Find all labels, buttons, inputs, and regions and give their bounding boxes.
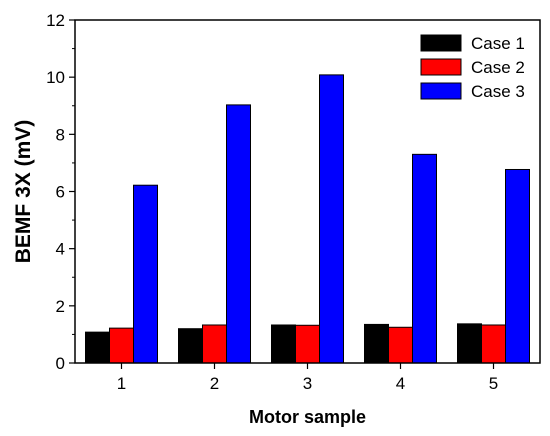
y-tick-label: 0: [56, 354, 65, 373]
bar-case-3-sample-4: [412, 153, 437, 364]
y-tick-label: 12: [46, 11, 65, 30]
legend-swatch: [420, 82, 462, 100]
bars-group: [85, 74, 530, 364]
x-axis: 1 2 3 4 5: [117, 363, 498, 393]
bar-case-1-sample-1: [85, 331, 110, 364]
x-tick-label: 5: [489, 374, 498, 393]
y-axis-title: BEMF 3X (mV): [12, 120, 35, 264]
bar-case-2-sample-4: [388, 326, 413, 364]
y-axis: 0 2 4 6 8 10 12: [46, 11, 75, 373]
bar-case-2-sample-1: [109, 327, 134, 364]
bar-case-1-sample-2: [178, 328, 203, 364]
legend-label: Case 1: [471, 34, 525, 53]
y-tick-label: 10: [46, 68, 65, 87]
x-axis-title: Motor sample: [249, 407, 366, 427]
bar-case-3-sample-3: [319, 74, 344, 364]
bar-case-2-sample-5: [481, 324, 506, 364]
x-tick-label: 4: [396, 374, 405, 393]
legend: Case 1 Case 2 Case 3: [420, 34, 525, 101]
bar-case-2-sample-3: [295, 324, 320, 364]
y-tick-label: 6: [56, 183, 65, 202]
bar-case-1-sample-4: [364, 323, 389, 364]
bar-case-1-sample-5: [457, 323, 482, 364]
legend-label: Case 3: [471, 82, 525, 101]
bar-case-3-sample-2: [226, 104, 251, 364]
legend-swatch: [420, 58, 462, 76]
bar-case-3-sample-1: [133, 184, 158, 364]
bar-case-3-sample-5: [505, 168, 530, 364]
y-tick-label: 8: [56, 125, 65, 144]
legend-label: Case 2: [471, 58, 525, 77]
bar-case-2-sample-2: [202, 324, 227, 364]
x-tick-label: 3: [303, 374, 312, 393]
y-tick-label: 4: [56, 240, 65, 259]
legend-swatch: [420, 34, 462, 52]
y-tick-label: 2: [56, 297, 65, 316]
x-tick-label: 1: [117, 374, 126, 393]
bar-case-1-sample-3: [271, 324, 296, 364]
x-tick-label: 2: [210, 374, 219, 393]
